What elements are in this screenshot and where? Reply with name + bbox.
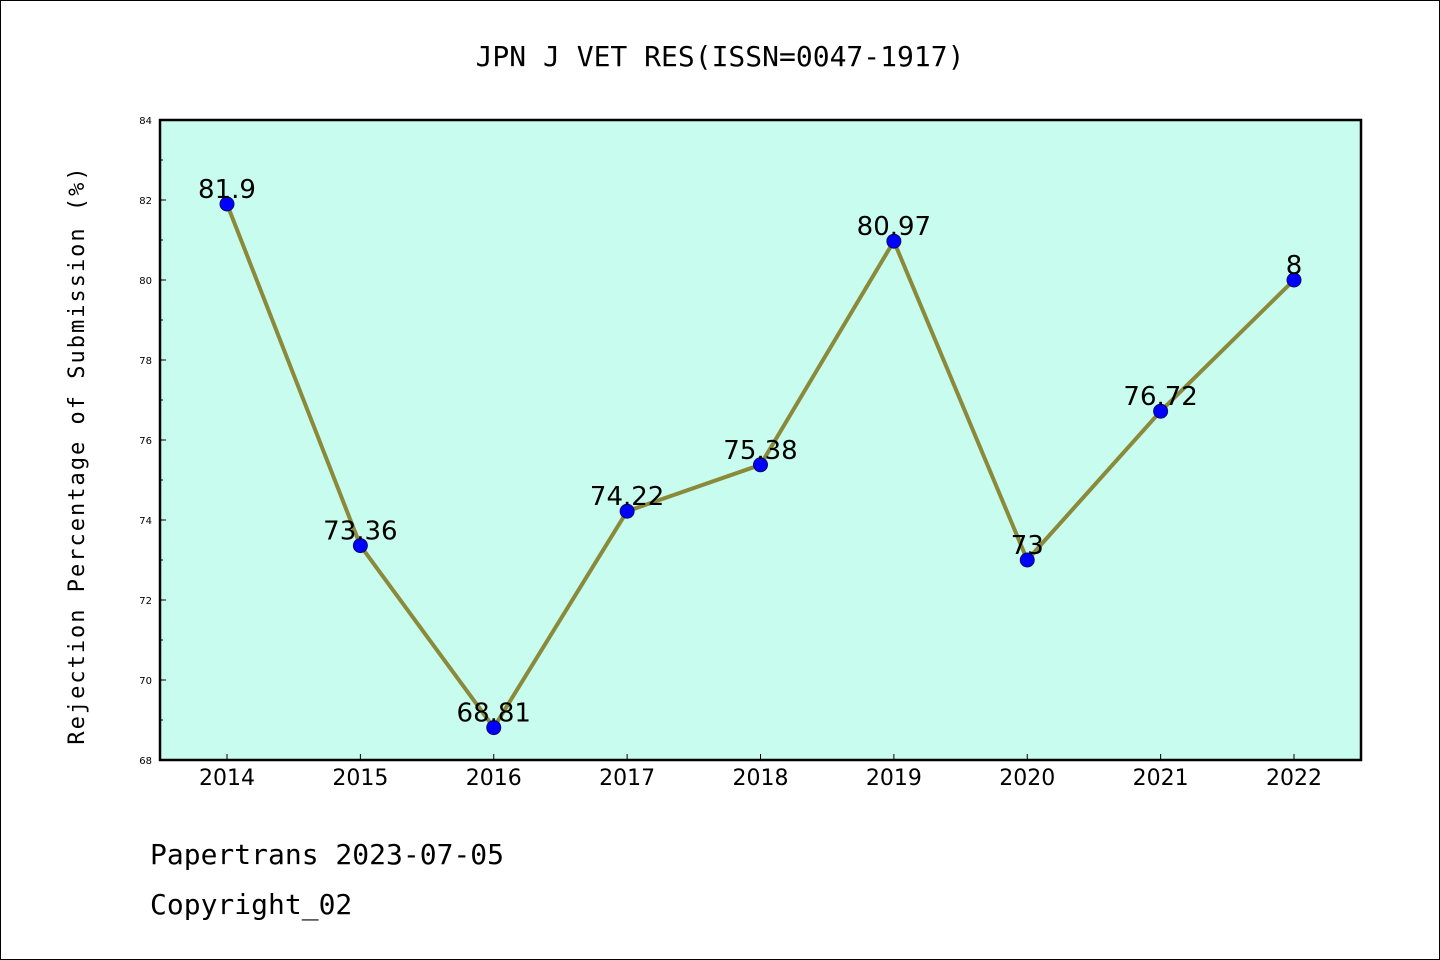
footer-date: Papertrans 2023-07-05 <box>150 838 504 871</box>
chart-title: JPN J VET RES(ISSN=0047-1917) <box>476 40 965 73</box>
footer-copyright: Copyright_02 <box>150 888 352 922</box>
data-label: 73 <box>1011 531 1044 561</box>
data-point <box>486 720 502 736</box>
x-axis: 2014 2015 2016 2017 2018 2019 2020 2021 2022 <box>199 754 1322 791</box>
data-label: 80.97 <box>857 212 931 242</box>
data-label: 73.36 <box>323 517 397 547</box>
data-point <box>1153 403 1169 419</box>
data-point <box>219 196 235 212</box>
x-tick-label: 2014 <box>199 766 255 791</box>
data-labels: 81.9 73.36 68.81 74.22 75.38 80.97 73 76.72 8 <box>198 175 1302 729</box>
y-tick-label: 80 <box>139 276 152 287</box>
x-tick-label: 2018 <box>733 766 789 791</box>
y-tick-label: 78 <box>139 356 152 367</box>
data-label: 75.38 <box>723 436 797 466</box>
y-tick-label: 70 <box>139 676 152 687</box>
y-tick-label: 74 <box>139 516 152 527</box>
x-tick-label: 2019 <box>866 766 922 791</box>
y-tick-label: 76 <box>139 436 152 447</box>
x-tick-label: 2015 <box>332 766 388 791</box>
data-label: 8 <box>1286 251 1303 281</box>
y-tick-label: 68 <box>139 756 152 767</box>
plot-border <box>158 118 1363 762</box>
y-tick-label: 82 <box>139 196 152 207</box>
data-point <box>886 233 902 249</box>
x-tick-label: 2021 <box>1133 766 1189 791</box>
series-group <box>219 196 1302 736</box>
data-label: 74.22 <box>590 482 664 512</box>
data-point <box>1019 552 1035 568</box>
x-tick-label: 2017 <box>599 766 655 791</box>
data-point <box>619 503 635 519</box>
data-point <box>352 538 368 554</box>
x-tick-label: 2020 <box>999 766 1055 791</box>
data-label: 81.9 <box>198 175 256 205</box>
data-point <box>1286 272 1302 288</box>
data-label: 76.72 <box>1123 382 1197 412</box>
y-tick-label: 72 <box>139 596 152 607</box>
y-tick-label: 84 <box>139 116 152 127</box>
x-tick-label: 2022 <box>1266 766 1322 791</box>
data-point <box>753 457 768 473</box>
y-axis-label: Rejection Percentage of Submission (%) <box>65 165 90 744</box>
plot-area <box>160 120 1361 760</box>
x-tick-label: 2016 <box>466 766 522 791</box>
data-label: 68.81 <box>457 699 531 729</box>
